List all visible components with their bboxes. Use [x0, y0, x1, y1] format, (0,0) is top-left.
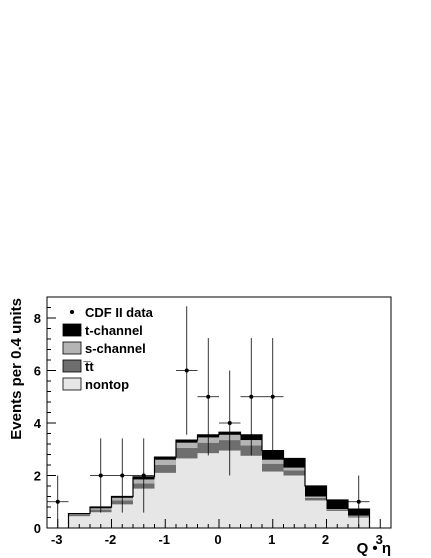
data-point-6 [219, 370, 241, 476]
data-point-marker-5 [206, 394, 211, 399]
legend-label-t-channel: t-channel [85, 323, 143, 338]
x-tick-label-5: 2 [322, 532, 329, 547]
bar-s-channel-4 [154, 459, 176, 465]
bar-nontop-6 [197, 453, 219, 528]
data-point-8 [262, 338, 284, 456]
x-tick-label-4: 1 [268, 532, 275, 547]
bar-t-t-12 [326, 509, 348, 511]
data-point-marker-7 [249, 394, 254, 399]
data-point-marker-1 [98, 473, 103, 478]
histogram-bars [68, 432, 370, 528]
x-tick-label-0: -3 [51, 532, 63, 547]
x-tick-label-6: 3 [376, 532, 383, 547]
histogram-outlines [67, 431, 371, 528]
data-point-marker-2 [120, 473, 125, 478]
bar-t-channel-12 [326, 499, 348, 510]
bar-t-channel-10 [283, 458, 305, 468]
x-axis-title: Q • η [357, 540, 391, 557]
data-point-5 [197, 338, 219, 456]
bar-t-t-4 [154, 465, 176, 473]
bar-nontop-0 [68, 516, 90, 528]
y-tick-label-2: 4 [34, 416, 42, 431]
data-point-marker-3 [141, 473, 146, 478]
data-point-marker-9 [356, 499, 361, 504]
legend-swatch-t-channel [62, 323, 82, 337]
bar-t-t-10 [283, 470, 305, 476]
bar-t-t-0 [68, 514, 90, 517]
stack-outline [67, 431, 371, 528]
data-point-2 [111, 438, 133, 513]
legend-marker-data [70, 310, 74, 314]
bar-s-channel-0 [68, 514, 90, 515]
y-tick-label-0: 0 [34, 521, 41, 536]
axes: -3 -2 -1 0 1 2 3 0 2 4 6 8 [34, 296, 392, 547]
bar-t-channel-4 [154, 457, 176, 460]
bar-nontop-8 [240, 455, 262, 528]
bar-s-channel-11 [305, 496, 327, 498]
bar-t-t-5 [176, 447, 198, 459]
data-point-9 [348, 475, 370, 528]
legend-label-s-channel: s-channel [85, 341, 146, 356]
bar-s-channel-12 [326, 509, 348, 510]
y-axis-title: Events per 0.4 units [8, 298, 25, 440]
y-tick-label-3: 6 [34, 364, 41, 379]
bar-nontop-12 [326, 510, 348, 528]
legend-label-nontop: nontop [85, 377, 129, 392]
y-tick-label-4: 8 [34, 311, 41, 326]
bar-nontop-4 [154, 472, 176, 528]
bar-nontop-9 [262, 471, 284, 528]
x-tick-label-3: 0 [214, 532, 221, 547]
legend: CDF II data t-channel s-channel t̅t nontop [62, 305, 154, 392]
data-point-1 [90, 438, 112, 513]
data-point-3 [133, 438, 155, 513]
bar-nontop-2 [111, 504, 133, 528]
bar-t-t-9 [262, 463, 284, 472]
legend-label-t-t: t̅t [83, 359, 94, 374]
bar-nontop-5 [176, 458, 198, 528]
legend-swatch-s-channel [62, 341, 82, 355]
bar-nontop-7 [219, 450, 241, 528]
data-point-marker-8 [270, 394, 275, 399]
bar-nontop-1 [90, 512, 112, 528]
data-point-marker-4 [184, 368, 189, 373]
y-tick-label-1: 2 [34, 469, 41, 484]
legend-swatch-nontop [62, 377, 82, 391]
legend-label-cdf-ii-data: CDF II data [85, 305, 154, 320]
bar-s-channel-10 [283, 467, 305, 471]
bar-t-channel-5 [176, 440, 198, 443]
data-point-4 [176, 306, 198, 435]
bar-nontop-10 [283, 475, 305, 528]
data-point-7 [240, 338, 262, 456]
x-tick-label-1: -2 [105, 532, 117, 547]
bar-t-t-11 [305, 497, 327, 501]
bar-t-channel-11 [305, 486, 327, 497]
bar-s-channel-5 [176, 442, 198, 448]
x-tick-label-2: -1 [158, 532, 170, 547]
bar-s-channel-9 [262, 459, 284, 464]
data-point-marker-0 [55, 499, 60, 504]
legend-swatch-t-t [62, 359, 82, 373]
data-point-marker-6 [227, 421, 232, 425]
bar-nontop-11 [305, 500, 327, 528]
